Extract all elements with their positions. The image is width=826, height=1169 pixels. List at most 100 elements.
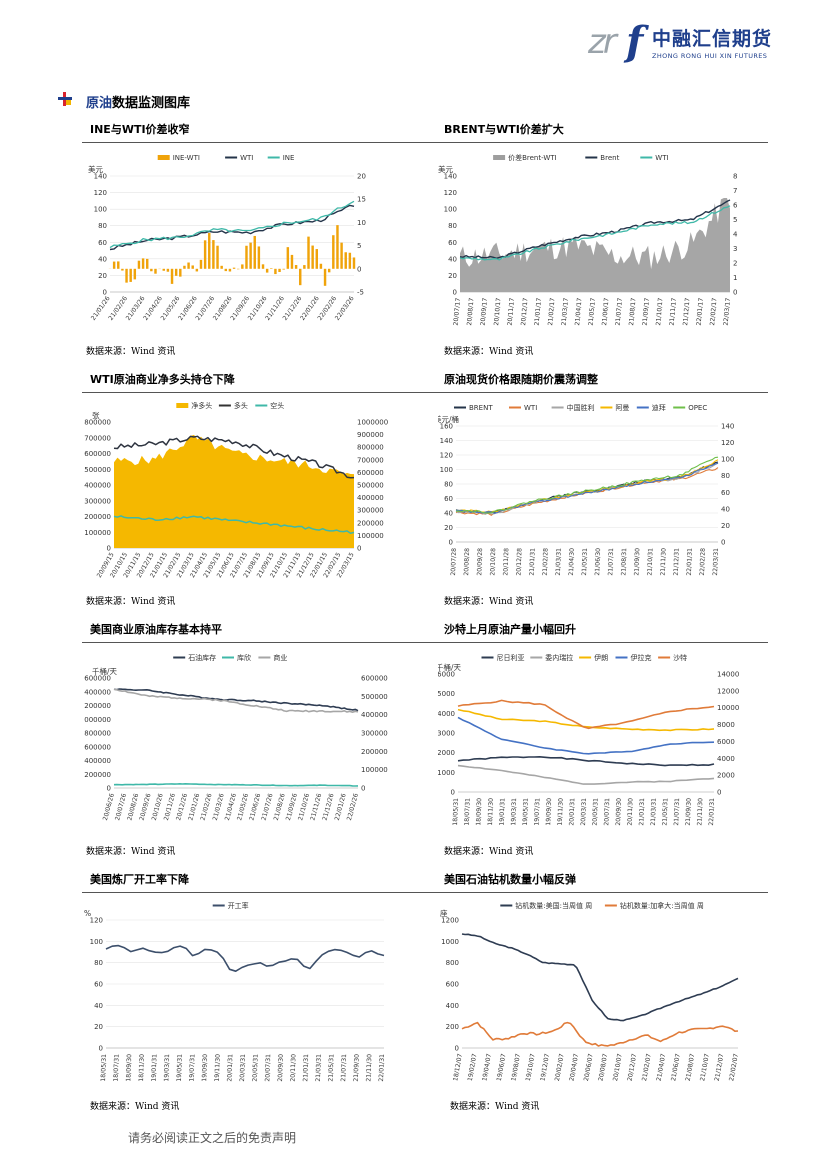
legend-label: 空头 (270, 401, 284, 410)
y-tick-label: 1200000 (84, 702, 111, 710)
y-tick-label: 0 (453, 289, 457, 297)
chart-spot-prices: 美元/桶 0 20 40 60 80 100 120 140 160 0 20 40 60 80 100 120… (438, 403, 734, 576)
spread-bar (141, 258, 145, 269)
y-tick-label: 140 (444, 173, 457, 181)
chart-title-spot-prices: 原油现货价格跟随期价震荡调整 (444, 373, 598, 386)
y2-tick-label: 120 (721, 439, 734, 447)
x-tick-label: 22/03/31 (712, 548, 720, 576)
legend-label: 石油库存 (188, 653, 216, 662)
spread-bar (336, 225, 339, 269)
legend-label: Brent (600, 154, 619, 162)
x-tick-label: 21/01/31 (638, 798, 646, 826)
chart-opec-output: 千桶/天 0 1000 2000 3000 4000 5000 6000 0 2000 4000 60… (438, 653, 739, 826)
y-tick-label: 1200 (441, 917, 459, 925)
x-tick-label: 19/09/30 (545, 798, 553, 826)
x-tick-label: 20/03/31 (239, 1054, 247, 1082)
legend-label: INE-WTI (173, 154, 200, 162)
x-tick-label: 19/12/07 (539, 1053, 551, 1082)
x-tick-label: 21/11/30 (696, 798, 704, 826)
x-tick-label: 19/01/31 (151, 1054, 159, 1082)
x-tick-label: 22/02/07 (728, 1053, 740, 1082)
y-tick-label: 100000 (84, 529, 111, 537)
x-tick-label: 21/11/30 (660, 548, 668, 576)
unit-label: % (84, 909, 91, 918)
x-tick-label: 18/09/30 (475, 798, 483, 826)
legend-label: WTI (240, 154, 253, 162)
spread-bar (228, 268, 232, 272)
y2-tick-label: 300000 (361, 730, 388, 738)
y-tick-label: 1600000 (84, 675, 111, 683)
y-tick-label: 400000 (84, 482, 111, 490)
chart-title-net-long: WTI原油商业净多头持仓下降 (90, 373, 235, 386)
legend-label: 委内瑞拉 (545, 653, 573, 662)
y2-tick-label: 8000 (717, 721, 735, 729)
x-tick-label: 21/05/17 (588, 298, 597, 326)
y-tick-label: 120 (90, 917, 103, 925)
x-tick-label: 20/09/28 (476, 548, 484, 576)
x-tick-label: 21/06/17 (601, 298, 610, 326)
legend-swatch (493, 155, 506, 160)
legend-label: 伊拉克 (631, 653, 652, 662)
legend-label: 商业 (273, 653, 287, 662)
y-tick-label: 100 (440, 466, 453, 474)
x-tick-label: 20/07/28 (450, 548, 458, 576)
series-line-wti (109, 204, 355, 251)
legend-label: OPEC (688, 404, 707, 412)
x-tick-label: 20/11/30 (627, 798, 635, 826)
series-line-cushing (113, 783, 359, 787)
chart-ine-wti: 美元020406080100120140-50510152021/01/2621… (88, 154, 366, 322)
y-tick-label: 20 (98, 272, 107, 280)
y2-tick-label: 20 (721, 522, 730, 530)
x-tick-label: 21/10/17 (655, 298, 664, 326)
spread-bar (179, 268, 182, 277)
source-note: 数据来源：Wind 资讯 (86, 847, 176, 857)
legend-label: WTI (655, 154, 668, 162)
y-tick-label: 100 (94, 206, 107, 214)
spread-area (460, 198, 730, 292)
x-tick-label: 19/02/07 (467, 1053, 479, 1082)
source-note: 数据来源：Wind 资讯 (444, 347, 534, 357)
y2-tick-label: 2000 (717, 772, 735, 780)
x-tick-label: 19/06/07 (496, 1053, 508, 1082)
x-tick-label: 21/07/31 (607, 548, 615, 576)
x-tick-label: 21/09/30 (685, 798, 693, 826)
legend-label: 尼日利亚 (497, 653, 525, 662)
y-tick-label: 1000 (438, 769, 455, 777)
spread-bar (290, 254, 294, 269)
spread-bar (212, 240, 215, 269)
spread-bar (146, 258, 149, 269)
x-tick-label: 18/05/31 (100, 1054, 108, 1082)
y2-tick-label: 5 (357, 242, 361, 250)
y-tick-label: 600 (446, 981, 459, 989)
y2-tick-label: 12000 (717, 687, 739, 695)
legend-label: 钻机数量:加拿大:当周值 周 (620, 901, 704, 910)
x-tick-label: 21/04/07 (656, 1053, 668, 1082)
spread-bar (191, 265, 194, 269)
x-tick-label: 21/08/07 (685, 1053, 697, 1082)
chart-title-rig-count: 美国石油钻机数量小幅反弹 (444, 873, 576, 886)
series-line-saudi (457, 699, 715, 730)
y-tick-label: 120 (444, 189, 457, 197)
y2-tick-label: 400000 (357, 494, 384, 502)
x-tick-label: 20/06/07 (583, 1053, 595, 1082)
x-tick-label: 22/02/26 (346, 793, 360, 822)
spread-bar (162, 268, 165, 271)
y-tick-label: 200000 (84, 771, 111, 779)
spread-bar (117, 261, 120, 269)
y-tick-label: 0 (103, 289, 107, 297)
y-tick-label: 80 (94, 959, 103, 967)
x-tick-label: 21/05/31 (581, 548, 589, 576)
x-tick-label: 20/05/31 (252, 1054, 260, 1082)
chart-title-crude-inventory: 美国商业原油库存基本持平 (90, 623, 222, 636)
y-tick-label: 20 (444, 524, 453, 532)
spread-bar (303, 265, 306, 269)
series-line-canada-rigs (461, 1021, 739, 1047)
y-tick-label: 600000 (84, 743, 111, 751)
x-tick-label: 21/12/31 (673, 548, 681, 576)
y-tick-label: 600000 (84, 450, 111, 458)
disclaimer-footer: 请务必阅读正文之后的免责声明 (128, 1131, 297, 1145)
x-tick-label: 20/10/17 (493, 298, 502, 326)
legend-label: 库欣 (237, 653, 251, 662)
x-tick-label: 20/10/28 (489, 548, 497, 576)
